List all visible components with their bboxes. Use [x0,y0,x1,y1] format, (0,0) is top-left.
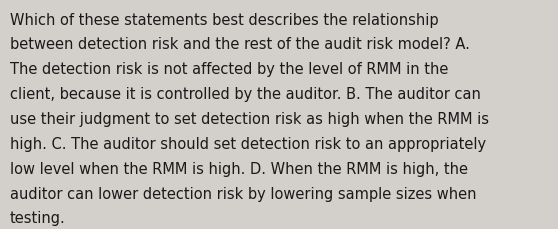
Text: use their judgment to set detection risk as high when the RMM is: use their judgment to set detection risk… [10,112,489,126]
Text: client, because it is controlled by the auditor. B. The auditor can: client, because it is controlled by the … [10,87,481,102]
Text: testing.: testing. [10,210,66,225]
Text: high. C. The auditor should set detection risk to an appropriately: high. C. The auditor should set detectio… [10,136,486,151]
Text: Which of these statements best describes the relationship: Which of these statements best describes… [10,13,439,27]
Text: auditor can lower detection risk by lowering sample sizes when: auditor can lower detection risk by lowe… [10,186,477,201]
Text: low level when the RMM is high. D. When the RMM is high, the: low level when the RMM is high. D. When … [10,161,468,176]
Text: between detection risk and the rest of the audit risk model? A.: between detection risk and the rest of t… [10,37,470,52]
Text: The detection risk is not affected by the level of RMM in the: The detection risk is not affected by th… [10,62,449,77]
